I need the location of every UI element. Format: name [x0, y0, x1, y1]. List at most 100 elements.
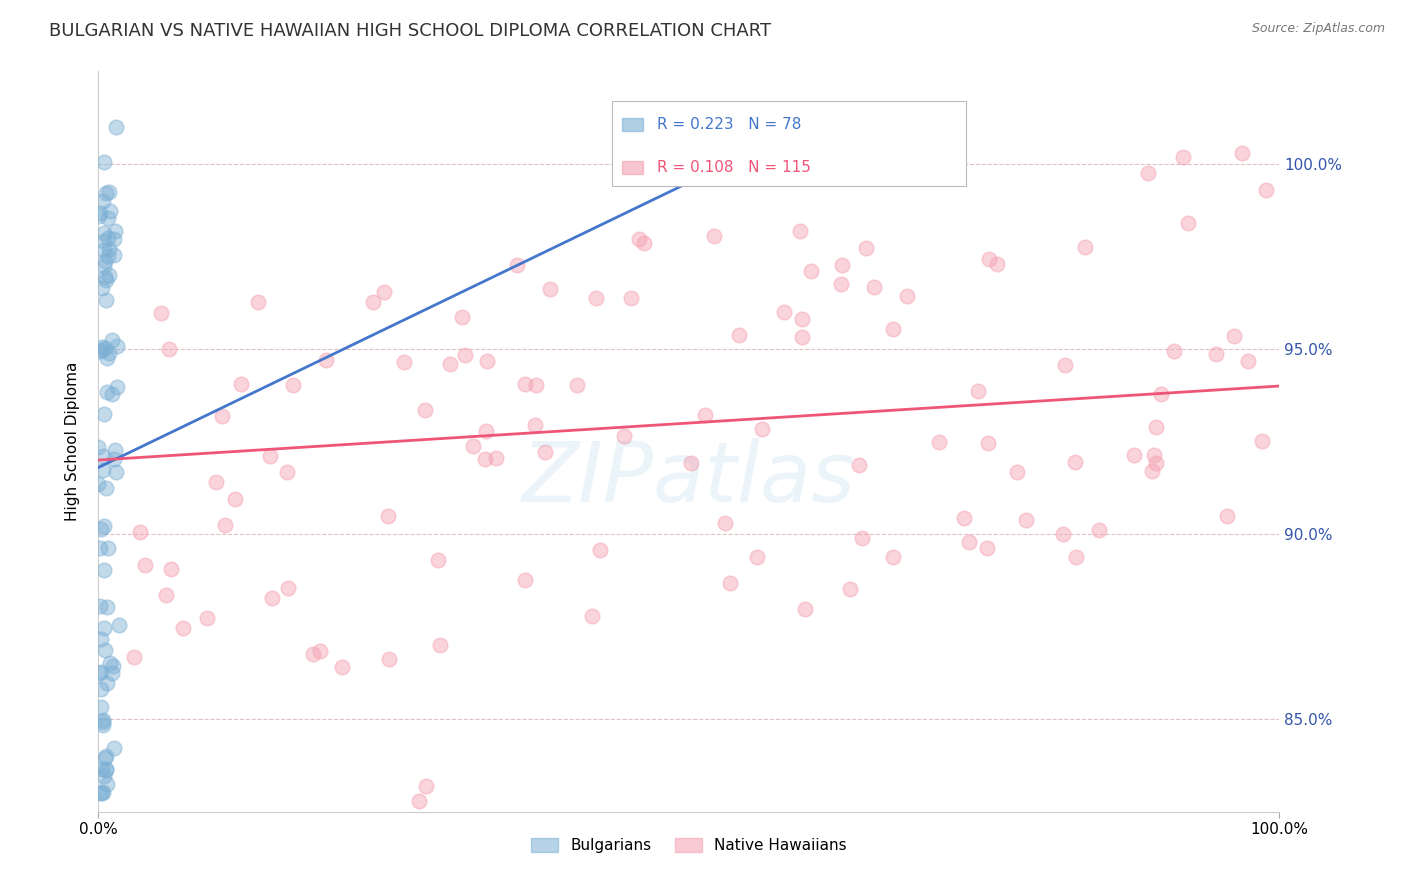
Point: [89, 786, 111, 800]
Bar: [612, 101, 966, 186]
Point: [93, 269, 115, 284]
Point: [315, 353, 337, 368]
Point: [977, 435, 1000, 450]
Point: [98, 203, 121, 218]
Point: [89, 599, 111, 614]
Point: [246, 295, 269, 310]
Point: [224, 492, 246, 507]
Point: [585, 291, 607, 305]
Point: [1163, 344, 1185, 359]
Point: [301, 647, 323, 661]
Point: [129, 524, 152, 539]
Point: [96, 777, 118, 791]
Point: [377, 509, 399, 524]
Point: [1205, 347, 1227, 361]
Point: [283, 378, 305, 392]
Point: [211, 409, 233, 424]
Point: [330, 659, 353, 673]
Point: [408, 794, 430, 808]
Point: [124, 650, 146, 665]
Point: [97, 211, 120, 225]
Point: [96, 293, 118, 308]
Point: [160, 562, 183, 576]
Point: [97, 249, 120, 263]
Point: [94, 762, 117, 776]
Point: [1150, 386, 1173, 401]
Point: [103, 232, 125, 246]
Point: [309, 643, 332, 657]
Point: [107, 618, 129, 632]
Point: [506, 258, 529, 272]
Point: [373, 285, 395, 299]
Point: [89, 209, 111, 223]
Point: [157, 342, 180, 356]
Point: [1237, 354, 1260, 368]
Point: [986, 257, 1008, 271]
Point: [91, 784, 114, 798]
Point: [1251, 434, 1274, 449]
Point: [100, 657, 122, 671]
Point: [627, 232, 650, 246]
Point: [751, 422, 773, 436]
Point: [1005, 466, 1028, 480]
Point: [229, 376, 252, 391]
Point: [91, 194, 114, 208]
Point: [100, 665, 122, 680]
Point: [1054, 358, 1077, 372]
Point: [96, 385, 118, 400]
Point: [277, 582, 299, 596]
Point: [513, 574, 536, 588]
Point: [790, 312, 813, 326]
Point: [103, 248, 125, 262]
Point: [107, 339, 129, 353]
Point: [415, 779, 437, 793]
Point: [93, 408, 115, 422]
Point: [1137, 166, 1160, 180]
Point: [1066, 550, 1088, 565]
Bar: [621, 118, 643, 131]
Point: [104, 224, 127, 238]
Point: [90, 786, 112, 800]
Point: [91, 450, 114, 464]
Point: [855, 241, 877, 255]
Text: R = 0.108   N = 115: R = 0.108 N = 115: [657, 160, 811, 175]
Point: [259, 449, 281, 463]
Point: [461, 439, 484, 453]
Point: [104, 466, 127, 480]
Point: [1216, 508, 1239, 523]
Point: [91, 340, 114, 354]
Point: [1230, 146, 1253, 161]
Point: [155, 588, 177, 602]
Point: [620, 291, 643, 305]
Point: [1173, 150, 1195, 164]
Point: [94, 643, 117, 657]
Point: [589, 543, 612, 558]
Point: [93, 244, 115, 258]
Point: [1052, 526, 1074, 541]
Point: [703, 229, 725, 244]
Point: [97, 231, 120, 245]
Text: ZIPatlas: ZIPatlas: [522, 438, 856, 519]
Point: [392, 355, 415, 369]
Point: [91, 713, 114, 727]
Point: [94, 273, 117, 287]
Point: [195, 611, 218, 625]
Point: [91, 714, 114, 729]
Point: [830, 277, 852, 291]
Point: [87, 477, 110, 491]
Point: [378, 652, 401, 666]
Point: [1177, 216, 1199, 230]
Point: [1144, 420, 1167, 434]
Point: [429, 638, 451, 652]
Point: [794, 602, 817, 616]
Point: [214, 518, 236, 533]
Point: [90, 762, 112, 776]
Point: [534, 445, 557, 459]
Point: [957, 535, 980, 549]
Point: [952, 511, 974, 525]
Bar: [621, 161, 643, 174]
Point: [1064, 454, 1087, 468]
Point: [90, 700, 112, 714]
Point: [96, 351, 118, 365]
Point: [977, 252, 1000, 266]
